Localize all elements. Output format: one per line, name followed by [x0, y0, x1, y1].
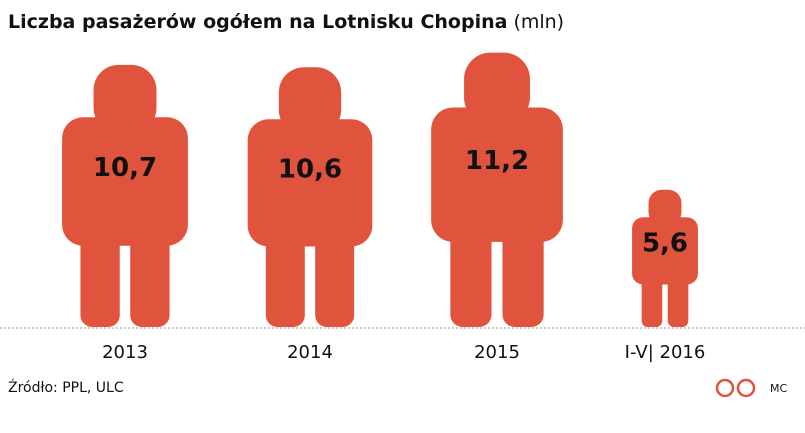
x-tick-label: 2013 — [102, 342, 148, 363]
logo-c — [715, 378, 735, 398]
head — [93, 64, 157, 134]
value-label: 10,7 — [93, 153, 157, 183]
x-tick-label: I-V| 2016 — [625, 342, 706, 363]
unit: (mln) — [513, 11, 564, 33]
value-label: 11,2 — [465, 146, 529, 176]
leg — [80, 222, 120, 327]
title: Liczba pasażerów ogółem na Lotnisku Chop… — [8, 11, 507, 33]
x-tick-label: 2014 — [287, 342, 333, 363]
credit: MC — [770, 382, 787, 395]
leg — [265, 223, 305, 327]
leg — [450, 217, 492, 327]
body — [247, 119, 373, 247]
person — [632, 189, 698, 327]
leg — [130, 222, 170, 327]
x-tick-label: 2015 — [474, 342, 520, 363]
body — [632, 217, 698, 285]
person — [62, 64, 188, 327]
person — [247, 67, 373, 327]
head — [278, 67, 342, 135]
leg — [641, 272, 663, 327]
value-label: 5,6 — [642, 229, 688, 259]
logo-p — [736, 378, 756, 398]
source: Źródło: PPL, ULC — [8, 378, 124, 396]
body — [62, 117, 188, 246]
leg — [667, 272, 689, 327]
head — [648, 189, 682, 226]
head — [464, 52, 530, 124]
leg — [502, 217, 544, 327]
chart-title: Liczba pasażerów ogółem na Lotnisku Chop… — [8, 11, 564, 33]
person — [431, 52, 563, 327]
body — [431, 107, 563, 242]
value-label: 10,6 — [278, 155, 342, 185]
leg — [315, 223, 355, 327]
